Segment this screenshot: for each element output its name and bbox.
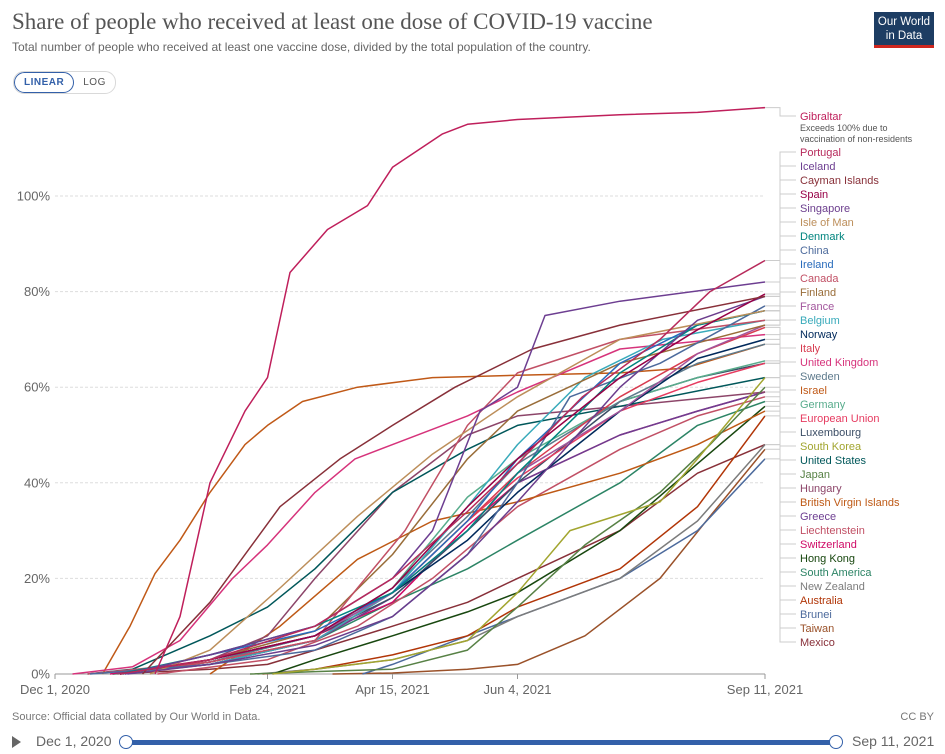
log-scale-button[interactable]: LOG (83, 77, 106, 88)
series-line (87, 319, 766, 675)
series-label: Isle of Man (800, 217, 854, 229)
series-label: Finland (800, 287, 836, 299)
label-leader-line (765, 107, 796, 117)
series-label: Taiwan (800, 623, 834, 635)
series-line (262, 415, 766, 675)
timeline-end-handle[interactable] (829, 735, 843, 749)
y-tick-label: 20% (24, 571, 50, 586)
x-tick-label: Dec 1, 2020 (20, 682, 90, 697)
series-line (119, 293, 766, 675)
y-tick-label: 80% (24, 284, 50, 299)
series-label: Liechtenstein (800, 525, 865, 537)
linear-scale-button[interactable]: LINEAR (14, 72, 75, 93)
series-line (101, 343, 766, 675)
source-note[interactable]: Source: Official data collated by Our Wo… (12, 711, 261, 723)
series-lines (72, 106, 766, 675)
series-line (127, 295, 766, 675)
series-line (122, 319, 766, 675)
line-chart: 0% 20% 40% 60% 80% 100% Dec 1, 2020 Feb 24, 202… (17, 106, 913, 697)
series-label: Switzerland (800, 539, 857, 551)
series-label: United Kingdom (800, 357, 878, 369)
series-label: South Korea (800, 441, 862, 453)
chart-title: Share of people who received at least on… (12, 9, 653, 34)
series-line (117, 391, 766, 675)
owid-logo[interactable]: Our World in Data (874, 12, 934, 48)
series-label: United States (800, 455, 867, 467)
series-label: Iceland (800, 161, 835, 173)
series-label: Mexico (800, 637, 835, 649)
label-leader-line (765, 305, 796, 326)
y-tick-label: 0% (31, 667, 50, 682)
series-line (124, 281, 766, 675)
series-label: New Zealand (800, 581, 865, 593)
series-label: South America (800, 567, 872, 579)
series-label: Cayman Islands (800, 175, 879, 187)
series-label: Portugal (800, 147, 841, 159)
series-line (362, 458, 766, 675)
timeline-start-handle[interactable] (119, 735, 133, 749)
series-label: Spain (800, 189, 828, 201)
license-note[interactable]: CC BY (900, 711, 934, 723)
series-label: Japan (800, 469, 830, 481)
series-label: Singapore (800, 203, 850, 215)
timeline-track[interactable] (126, 740, 836, 745)
x-tick-label: Jun 4, 2021 (484, 682, 552, 697)
timeline-slider[interactable]: Dec 1, 2020 Sep 11, 2021 (0, 733, 945, 751)
series-label: Germany (800, 399, 846, 411)
series-label: Sweden (800, 371, 840, 383)
series-label: China (800, 245, 830, 257)
label-leader-line (765, 444, 796, 643)
y-tick-label: 40% (24, 475, 50, 490)
x-tick-label: Feb 24, 2021 (229, 682, 306, 697)
series-line (209, 410, 766, 675)
series-line (89, 305, 766, 675)
series-line (141, 295, 766, 675)
series-line (119, 259, 766, 675)
series-line (87, 376, 766, 675)
x-tick-label: Sep 11, 2021 (727, 682, 803, 697)
series-label: Italy (800, 343, 821, 355)
y-tick-label: 60% (24, 380, 50, 395)
series-label: Canada (800, 273, 839, 285)
y-tick-label: 100% (17, 189, 51, 204)
series-line (272, 377, 766, 675)
series-label: Belgium (800, 315, 840, 327)
series-label: Hong Kong (800, 553, 855, 565)
series-line (119, 324, 766, 675)
series-line (119, 360, 766, 675)
series-line (119, 326, 766, 675)
series-label: Hungary (800, 483, 842, 495)
series-line (112, 443, 766, 675)
logo-accent-bar (874, 45, 934, 48)
series-label: European Union (800, 413, 880, 425)
series-label: Ireland (800, 259, 834, 271)
series-line (154, 106, 766, 675)
logo-line-2: in Data (885, 30, 923, 42)
series-line (149, 309, 766, 675)
series-labels: Gibraltar Portugal Iceland Cayman Islands Sp… (765, 107, 913, 649)
series-label: Greece (800, 511, 836, 523)
series-label: Brunei (800, 609, 832, 621)
x-tick-label: Apr 15, 2021 (355, 682, 429, 697)
series-line (124, 309, 766, 675)
series-line (72, 333, 766, 675)
series-label: Denmark (800, 231, 845, 243)
series-label: Israel (800, 385, 827, 397)
series-label: British Virgin Islands (800, 497, 900, 509)
series-line (249, 386, 766, 675)
chart-subtitle: Total number of people who received at l… (12, 40, 591, 54)
series-label: Norway (800, 329, 838, 341)
series-label: Australia (800, 595, 844, 607)
series-label: France (800, 301, 834, 313)
timeline-end-label: Sep 11, 2021 (852, 733, 935, 749)
series-label: Gibraltar (800, 111, 843, 123)
gibraltar-note: Exceeds 100% due to (800, 123, 888, 133)
gibraltar-note: vaccination of non-residents (800, 134, 913, 144)
series-label: Luxembourg (800, 427, 861, 439)
timeline-start-label: Dec 1, 2020 (36, 733, 112, 749)
scale-toggle[interactable]: LINEAR LOG (13, 71, 116, 94)
play-icon[interactable] (12, 736, 21, 748)
logo-line-1: Our World (877, 16, 931, 28)
